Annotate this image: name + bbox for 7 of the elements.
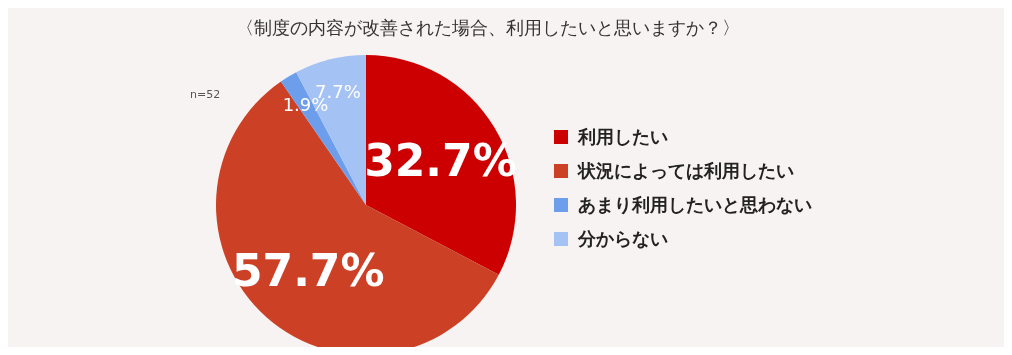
legend-label: 分からない: [578, 227, 668, 251]
data-label: 57.7%: [231, 244, 385, 296]
legend-label: 利用したい: [578, 125, 668, 149]
chart-title: 〈制度の内容が改善された場合、利用したいと思いますか？〉: [235, 16, 741, 40]
text: n=52: [190, 88, 221, 101]
legend-label: あまり利用したいと思わない: [578, 193, 812, 217]
legend-label: 状況によっては利用したい: [578, 159, 794, 183]
